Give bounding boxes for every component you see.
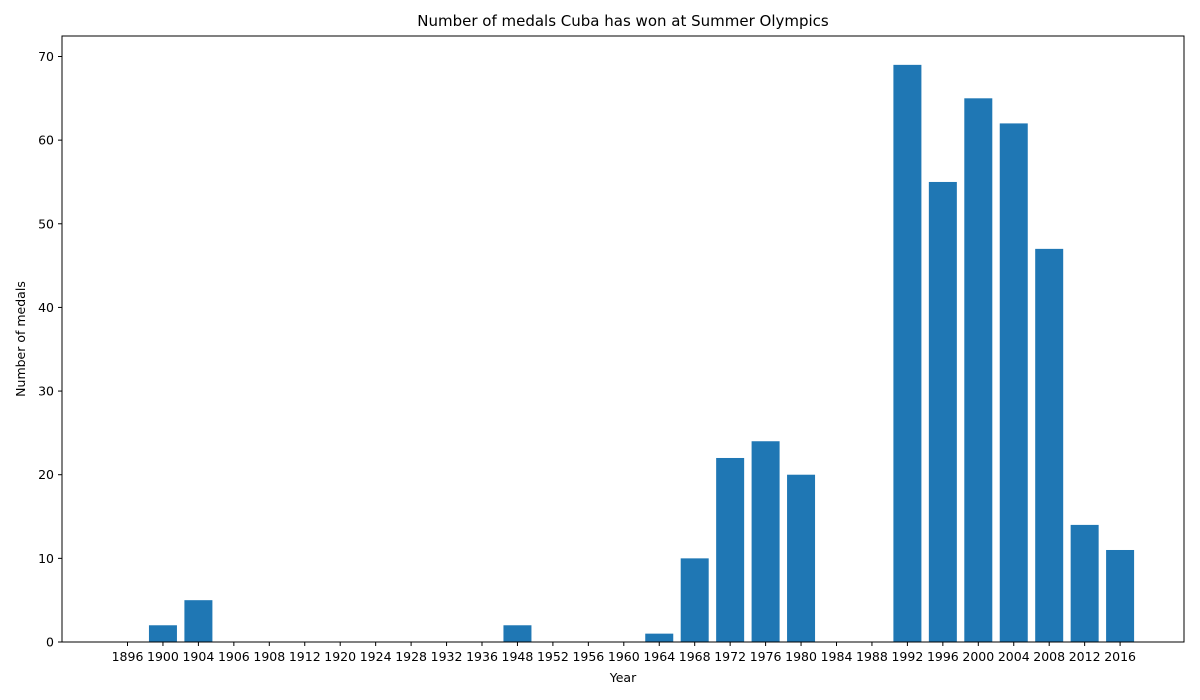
y-axis-label: Number of medals	[13, 281, 28, 397]
x-tick-label-1964: 1964	[643, 649, 675, 664]
bar-1900	[148, 625, 177, 642]
x-tick-label-1992: 1992	[891, 649, 923, 664]
x-tick-label-1984: 1984	[821, 649, 853, 664]
x-tick-label-1912: 1912	[289, 649, 321, 664]
x-tick-label-1972: 1972	[714, 649, 746, 664]
bar-1904	[184, 600, 213, 642]
x-tick-label-1896: 1896	[112, 649, 144, 664]
x-tick-label-1980: 1980	[785, 649, 817, 664]
x-tick-label-1976: 1976	[750, 649, 782, 664]
x-tick-label-2000: 2000	[962, 649, 994, 664]
bar-2012	[1070, 524, 1099, 642]
bar-1968	[680, 558, 709, 642]
bar-2008	[1035, 248, 1064, 642]
bars-group	[148, 64, 1135, 643]
y-tick-label-10: 10	[38, 551, 54, 566]
bar-1976	[751, 441, 780, 642]
x-tick-label-2012: 2012	[1069, 649, 1101, 664]
x-tick-label-1952: 1952	[537, 649, 569, 664]
y-tick-label-40: 40	[38, 300, 54, 315]
x-tick-label-1948: 1948	[502, 649, 534, 664]
y-tick-label-50: 50	[38, 216, 54, 231]
x-tick-label-1996: 1996	[927, 649, 959, 664]
x-tick-label-1988: 1988	[856, 649, 888, 664]
y-tick-label-0: 0	[46, 635, 54, 650]
x-tick-label-1956: 1956	[572, 649, 604, 664]
bar-2000	[964, 98, 993, 642]
x-tick-label-1968: 1968	[679, 649, 711, 664]
y-tick-label-60: 60	[38, 133, 54, 148]
bar-1972	[716, 457, 745, 642]
x-tick-label-2008: 2008	[1033, 649, 1065, 664]
x-tick-label-1936: 1936	[466, 649, 498, 664]
x-tick-label-1908: 1908	[253, 649, 285, 664]
x-tick-label-1924: 1924	[360, 649, 392, 664]
x-tick-label-2016: 2016	[1104, 649, 1136, 664]
bar-1948	[503, 625, 532, 642]
chart-title: Number of medals Cuba has won at Summer …	[417, 12, 829, 30]
bar-1980	[787, 474, 816, 642]
x-tick-label-2004: 2004	[998, 649, 1030, 664]
bar-1964	[645, 633, 674, 642]
y-tick-label-70: 70	[38, 49, 54, 64]
y-tick-label-20: 20	[38, 467, 54, 482]
x-tick-label-1928: 1928	[395, 649, 427, 664]
x-tick-label-1900: 1900	[147, 649, 179, 664]
y-axis-ticks: 0 10 20 30 40 50 60 70	[38, 49, 62, 650]
bar-2004	[999, 123, 1028, 642]
x-tick-label-1920: 1920	[324, 649, 356, 664]
x-tick-label-1960: 1960	[608, 649, 640, 664]
bar-2016	[1106, 549, 1135, 642]
x-tick-label-1906: 1906	[218, 649, 250, 664]
x-tick-label-1932: 1932	[431, 649, 463, 664]
x-axis-ticks: 1896 1900 1904 1906 1908 1912 1920 1924 1928 1932…	[112, 642, 1136, 664]
x-tick-label-1904: 1904	[182, 649, 214, 664]
x-axis-label: Year	[609, 670, 637, 685]
bar-1992	[893, 64, 922, 643]
y-tick-label-30: 30	[38, 384, 54, 399]
bar-1996	[928, 181, 957, 642]
plot-frame	[61, 35, 1185, 643]
